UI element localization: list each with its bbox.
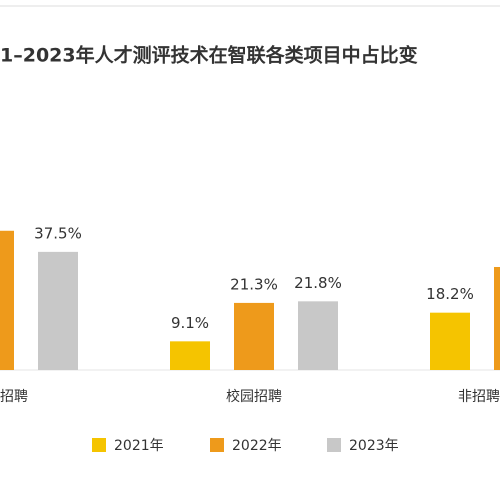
value-label: 21.3% bbox=[230, 275, 278, 293]
legend-swatch bbox=[327, 438, 341, 452]
value-label: 9.1% bbox=[171, 314, 209, 332]
bar bbox=[430, 312, 470, 370]
x-tick-label: 校园招聘 bbox=[226, 388, 282, 405]
legend-label: 2021年 bbox=[114, 438, 164, 454]
bar bbox=[234, 302, 274, 370]
legend-swatch bbox=[92, 438, 106, 452]
x-tick-label: 非招聘 bbox=[458, 389, 500, 405]
value-label: 21.8% bbox=[294, 274, 342, 292]
chart-title: 1–2023年人才测评技术在智联各类项目中占比变 bbox=[0, 44, 418, 67]
x-tick-label: 招聘 bbox=[0, 389, 28, 405]
bar bbox=[38, 251, 78, 370]
value-label: 18.2% bbox=[426, 285, 474, 303]
bar bbox=[298, 301, 338, 370]
legend-swatch bbox=[210, 438, 224, 452]
legend-label: 2023年 bbox=[349, 438, 399, 454]
bar bbox=[170, 341, 210, 370]
legend-label: 2022年 bbox=[232, 438, 282, 454]
bar bbox=[494, 266, 500, 370]
bar bbox=[0, 230, 14, 370]
value-label: 37.5% bbox=[34, 224, 82, 242]
